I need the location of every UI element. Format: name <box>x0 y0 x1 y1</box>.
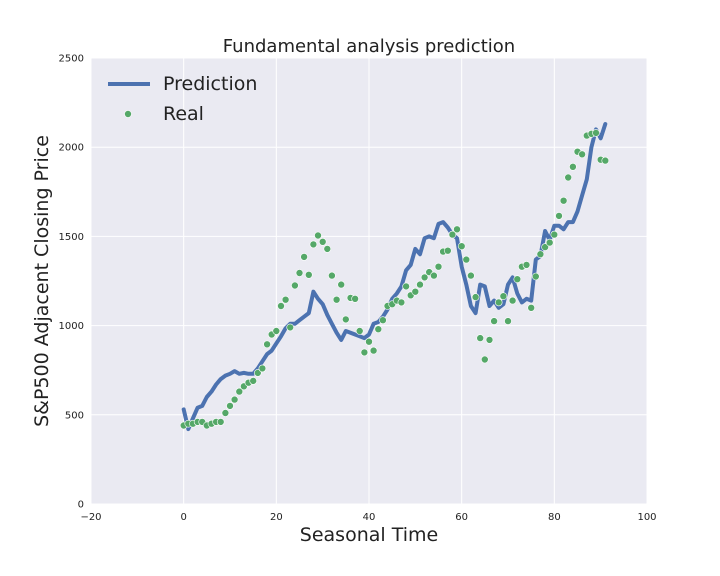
real-point <box>416 280 424 289</box>
y-tick-label: 2500 <box>59 54 84 65</box>
real-point <box>494 298 503 307</box>
real-point <box>235 387 244 396</box>
real-series <box>179 129 610 430</box>
real-point <box>360 348 369 357</box>
y-axis-label: S&P500 Adjacent Closing Price <box>31 135 53 427</box>
real-point <box>369 346 378 355</box>
real-point <box>337 280 346 289</box>
real-point <box>318 238 327 246</box>
legend-real-label: Real <box>163 103 204 125</box>
real-point <box>328 271 336 280</box>
x-tick-label: −20 <box>80 512 101 523</box>
y-tick-label: 1000 <box>59 321 84 332</box>
y-tick-label: 500 <box>65 410 84 421</box>
real-point <box>453 225 461 234</box>
real-point <box>434 262 443 271</box>
real-point <box>221 409 230 417</box>
real-point <box>601 156 610 165</box>
x-tick-label: 80 <box>548 512 561 523</box>
real-point <box>550 230 559 239</box>
real-point <box>402 282 410 291</box>
real-point <box>281 295 290 304</box>
real-point <box>253 369 262 377</box>
x-tick-label: 100 <box>637 512 656 523</box>
real-point <box>355 327 364 335</box>
real-point <box>564 173 573 182</box>
real-point <box>467 271 475 280</box>
x-tick-label: 20 <box>270 512 283 523</box>
y-tick-label: 0 <box>78 500 84 511</box>
real-point <box>457 242 466 250</box>
real-point <box>443 246 452 255</box>
real-point <box>430 271 438 280</box>
real-point <box>300 253 308 261</box>
real-point <box>291 281 299 290</box>
real-point <box>379 316 387 325</box>
real-point <box>555 212 563 220</box>
real-point <box>295 269 304 277</box>
real-point <box>471 293 480 301</box>
real-point <box>374 325 383 334</box>
real-point <box>341 315 350 324</box>
real-point <box>351 294 359 303</box>
real-point <box>527 303 536 312</box>
real-point <box>513 275 522 284</box>
real-point <box>508 296 517 305</box>
x-tick-label: 0 <box>180 512 186 523</box>
real-point <box>504 317 512 325</box>
prediction-line <box>181 122 608 432</box>
real-point <box>314 231 322 240</box>
x-tick-label: 60 <box>455 512 468 523</box>
legend-prediction-label: Prediction <box>163 73 257 95</box>
real-point <box>226 402 234 410</box>
y-tick-label: 2000 <box>59 143 84 154</box>
real-point <box>272 327 281 335</box>
legend-real-swatch <box>124 110 132 118</box>
real-point <box>522 261 531 269</box>
x-tick-label: 40 <box>363 512 376 523</box>
real-point <box>332 295 341 304</box>
real-point <box>592 129 600 137</box>
real-point <box>499 292 508 301</box>
real-point <box>578 150 586 159</box>
real-point <box>490 317 498 325</box>
real-point <box>397 298 406 307</box>
real-point <box>277 302 285 310</box>
real-point <box>485 336 494 344</box>
real-point <box>304 270 313 279</box>
real-point <box>462 255 471 264</box>
real-point <box>569 163 577 171</box>
real-point <box>230 395 239 404</box>
real-point <box>286 323 295 332</box>
x-tick-labels: −20 0 20 40 60 80 100 <box>80 512 656 523</box>
y-tick-labels: 0 500 1000 1500 2000 2500 <box>59 54 84 511</box>
real-point <box>216 418 225 426</box>
x-axis-label: Seasonal Time <box>300 524 438 546</box>
real-point <box>309 240 318 249</box>
real-point <box>480 355 489 364</box>
real-point <box>531 272 540 281</box>
real-point <box>263 340 271 349</box>
real-point <box>411 287 420 296</box>
real-point <box>249 377 257 385</box>
legend: Prediction Real <box>108 73 257 125</box>
real-point <box>476 334 485 342</box>
prediction-series <box>181 122 608 432</box>
y-tick-label: 1500 <box>59 232 84 243</box>
real-point <box>323 245 332 253</box>
real-point <box>541 243 549 251</box>
real-point <box>559 196 568 205</box>
real-point <box>420 273 429 282</box>
chart-title: Fundamental analysis prediction <box>223 36 515 57</box>
real-point <box>365 337 373 346</box>
real-point <box>536 250 545 258</box>
real-point <box>448 230 457 239</box>
real-point <box>258 364 267 373</box>
real-point <box>545 238 554 247</box>
